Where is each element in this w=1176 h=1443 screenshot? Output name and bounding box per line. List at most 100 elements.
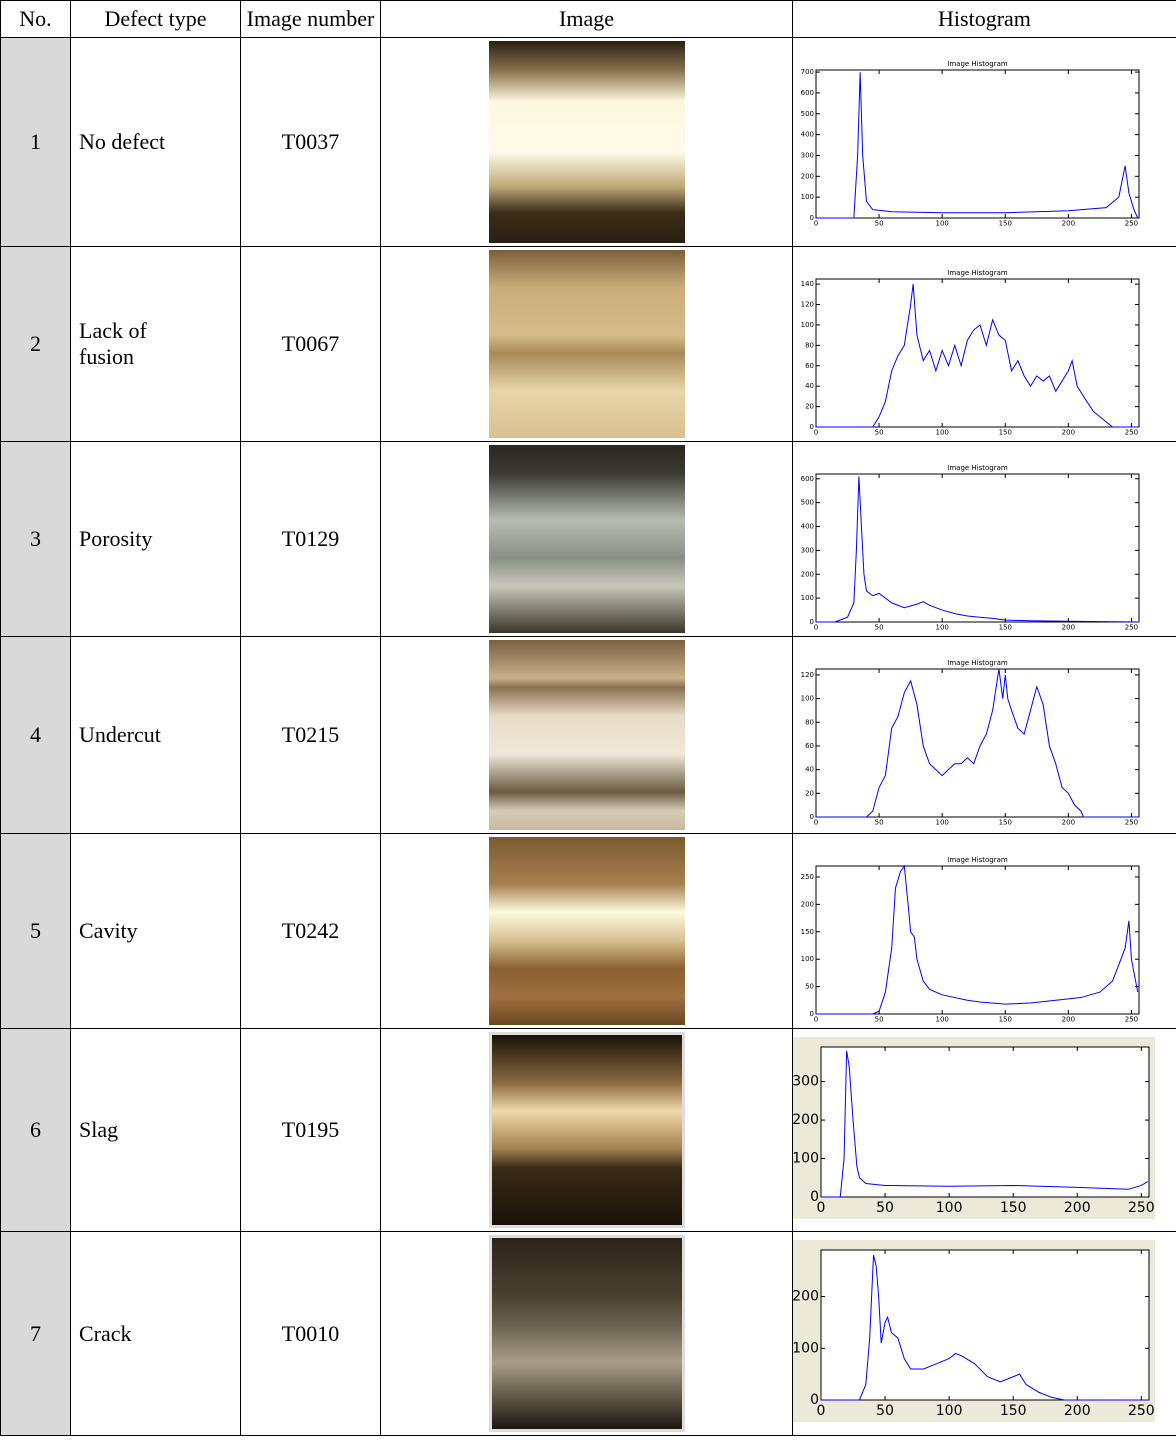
x-tick-label: 150 [1000, 1403, 1027, 1419]
header-cell: Defect type [70, 0, 241, 38]
image-number-cell: T0129 [240, 441, 381, 637]
x-tick-label: 200 [1062, 624, 1075, 632]
x-tick-label: 50 [875, 819, 884, 827]
y-tick-label: 80 [805, 718, 814, 726]
x-tick-label: 250 [1128, 1200, 1155, 1216]
histogram-line [816, 284, 1139, 428]
defect-type-cell: Slag [70, 1028, 241, 1232]
histogram-cell: 0 50 100 150 200 250 0 100 200 [792, 1231, 1176, 1436]
x-tick-label: 50 [876, 1403, 894, 1419]
x-tick-label: 0 [814, 624, 818, 632]
table-row: 4 Undercut T0215 Image Histogram 0 50 100 150 20… [0, 636, 1176, 834]
x-tick-label: 250 [1128, 1403, 1155, 1419]
y-tick-label: 0 [810, 618, 814, 626]
plot-area [815, 278, 1140, 428]
y-tick-label: 100 [801, 321, 814, 329]
histogram: Image Histogram 0 50 100 150 200 250 0 100 200 300… [801, 60, 1140, 228]
defect-type: Undercut [79, 722, 161, 747]
defect-type-cell: Porosity [70, 441, 241, 637]
number-cell: 4 [0, 636, 71, 834]
x-tick-label: 200 [1064, 1403, 1091, 1419]
y-tick-label: 200 [793, 1289, 819, 1305]
defect-type-cell: No defect [70, 37, 241, 247]
x-tick-label: 50 [875, 1016, 884, 1024]
histogram-cell: Image Histogram 0 50 100 150 200 250 0 50 100 150 2… [792, 833, 1176, 1029]
y-tick-label: 400 [801, 523, 814, 531]
image-cell [380, 1231, 793, 1436]
weld-image [489, 640, 685, 830]
y-tick-label: 400 [801, 131, 814, 139]
x-tick-label: 150 [999, 220, 1012, 228]
x-tick-label: 250 [1125, 819, 1138, 827]
defect-type: No defect [79, 129, 166, 154]
histogram: Image Histogram 0 50 100 150 200 250 0 20 40 60 80 1… [801, 269, 1140, 437]
table-row: 2 Lack of fusion T0067 Image Histogram 0 50 10… [0, 246, 1176, 442]
histogram-cell: 0 50 100 150 200 250 0 100 200 300 [792, 1028, 1176, 1232]
y-tick-label: 40 [805, 766, 814, 774]
table-row: 3 Porosity T0129 Image Histogram 0 50 100 150 20… [0, 441, 1176, 637]
x-tick-label: 50 [875, 220, 884, 228]
x-tick-label: 150 [999, 624, 1012, 632]
histogram-line [816, 668, 1139, 818]
histogram-line [816, 476, 1140, 623]
number-cell: 1 [0, 37, 71, 247]
y-tick-label: 100 [801, 695, 814, 703]
histogram-title: Image Histogram [947, 60, 1008, 68]
defect-type: Crack [79, 1320, 132, 1346]
y-tick-label: 600 [801, 475, 814, 483]
defect-type-cell: Cavity [70, 833, 241, 1029]
table-row: 5 Cavity T0242 Image Histogram 0 50 100 150 200 2… [0, 833, 1176, 1029]
y-tick-label: 250 [801, 873, 814, 881]
histogram-title: Image Histogram [947, 464, 1008, 472]
image-number-cell: T0010 [240, 1231, 381, 1436]
defect-type: Slag [79, 1117, 119, 1142]
y-tick-label: 0 [810, 1189, 819, 1205]
y-tick-label: 0 [810, 813, 814, 821]
x-tick-label: 0 [814, 819, 818, 827]
y-tick-label: 0 [810, 1010, 814, 1018]
y-tick-label: 500 [801, 110, 814, 118]
y-tick-label: 200 [801, 570, 814, 578]
weld-image [489, 250, 685, 438]
image-number-cell: T0215 [240, 636, 381, 834]
image-cell [380, 441, 793, 637]
plot-area [815, 668, 1140, 818]
x-tick-label: 150 [999, 819, 1012, 827]
y-tick-label: 100 [801, 193, 814, 201]
header-cell: Histogram [792, 0, 1176, 38]
plot-area [815, 473, 1140, 623]
weld-image [489, 1032, 685, 1228]
image-cell [380, 636, 793, 834]
image-number-cell: T0037 [240, 37, 381, 247]
x-tick-label: 200 [1062, 220, 1075, 228]
histogram: 0 50 100 150 200 250 0 100 200 300 [793, 1037, 1155, 1219]
y-tick-label: 100 [801, 594, 814, 602]
x-tick-label: 100 [936, 1200, 963, 1216]
y-tick-label: 100 [801, 955, 814, 963]
x-tick-label: 100 [935, 429, 948, 437]
y-tick-label: 150 [801, 928, 814, 936]
image-number-cell: T0242 [240, 833, 381, 1029]
y-tick-label: 700 [801, 68, 814, 76]
x-tick-label: 250 [1125, 429, 1138, 437]
y-tick-label: 100 [793, 1151, 819, 1167]
table-body: 1 No defect T0037 Image Histogram 0 50 100 150 2… [0, 37, 1176, 1436]
number-cell: 5 [0, 833, 71, 1029]
defect-type-cell: Undercut [70, 636, 241, 834]
histogram: Image Histogram 0 50 100 150 200 250 0 50 100 150 2… [801, 856, 1140, 1024]
x-tick-label: 200 [1062, 429, 1075, 437]
image-cell [380, 833, 793, 1029]
x-tick-label: 100 [935, 624, 948, 632]
histogram: Image Histogram 0 50 100 150 200 250 0 100 200 300… [801, 464, 1140, 632]
x-tick-label: 100 [936, 1403, 963, 1419]
histogram-cell: Image Histogram 0 50 100 150 200 250 0 20 40 60 80 1… [792, 246, 1176, 442]
y-tick-label: 20 [805, 403, 814, 411]
defect-type-cell: Lack of fusion [70, 246, 241, 442]
x-tick-label: 250 [1125, 624, 1138, 632]
x-tick-label: 0 [817, 1200, 826, 1216]
x-tick-label: 200 [1064, 1200, 1091, 1216]
histogram-line [816, 72, 1139, 219]
x-tick-label: 100 [935, 1016, 948, 1024]
x-tick-label: 200 [1062, 1016, 1075, 1024]
